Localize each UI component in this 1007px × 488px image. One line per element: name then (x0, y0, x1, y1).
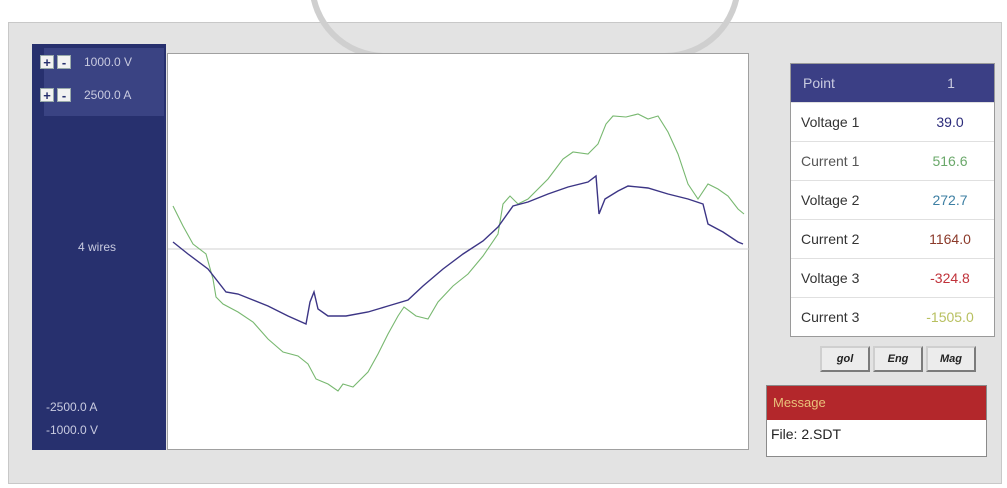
message-text: File: 2.SDT (771, 426, 842, 442)
voltage-scale-plus-button[interactable]: + (40, 55, 54, 70)
row-label: Current 3 (801, 309, 860, 325)
row-label: Voltage 1 (801, 114, 860, 130)
point-label: Point (803, 75, 835, 91)
row-label: Current 2 (801, 231, 860, 247)
row-value: 272.7 (932, 192, 968, 208)
current-scale-label: 2500.0 A (84, 88, 132, 102)
mag-button[interactable]: Mag (926, 346, 976, 372)
wires-label: 4 wires (78, 240, 117, 254)
current-min-label: -2500.0 A (46, 400, 98, 414)
voltage-trace (172, 174, 744, 326)
table-row-current-1: Current 1 516.6 (791, 141, 994, 180)
current-scale-plus-button[interactable]: + (40, 88, 54, 103)
table-row-voltage-2: Voltage 2 272.7 (791, 180, 994, 219)
current-scale-minus-button[interactable]: - (57, 88, 71, 103)
decorative-arc (309, 0, 741, 59)
table-row-voltage-3: Voltage 3 -324.8 (791, 258, 994, 297)
row-value: 39.0 (936, 114, 964, 130)
voltage-min-label: -1000.0 V (46, 423, 99, 437)
row-value: 1164.0 (929, 231, 971, 247)
table-row-current-3: Current 3 -1505.0 (791, 297, 994, 336)
message-title: Message (767, 386, 986, 420)
waveform-svg (168, 113, 750, 392)
current-trace (172, 113, 745, 392)
voltage-scale-label: 1000.0 V (84, 55, 133, 69)
eng-button[interactable]: Eng (873, 346, 923, 372)
current-scale-row: + - 2500.0 A (40, 86, 131, 104)
row-label: Voltage 2 (801, 192, 860, 208)
table-row-voltage-1: Voltage 1 39.0 (791, 102, 994, 141)
point-value[interactable]: 1 (947, 75, 955, 91)
row-label: Voltage 3 (801, 270, 860, 286)
row-value: -324.8 (930, 270, 970, 286)
row-label: Current 1 (801, 153, 860, 169)
gol-button[interactable]: gol (820, 346, 870, 372)
voltage-scale-minus-button[interactable]: - (57, 55, 71, 70)
voltage-scale-row: + - 1000.0 V (40, 53, 132, 71)
table-row-current-2: Current 2 1164.0 (791, 219, 994, 258)
row-value: 516.6 (932, 153, 968, 169)
view-buttons: gol Eng Mag (820, 346, 976, 372)
message-box: Message File: 2.SDT (766, 385, 987, 457)
point-values-table: Point 1 Voltage 1 39.0 Current 1 516.6 V… (790, 63, 995, 337)
table-header: Point 1 (791, 64, 994, 102)
row-value: -1505.0 (926, 309, 974, 325)
waveform-plot[interactable] (167, 53, 750, 450)
